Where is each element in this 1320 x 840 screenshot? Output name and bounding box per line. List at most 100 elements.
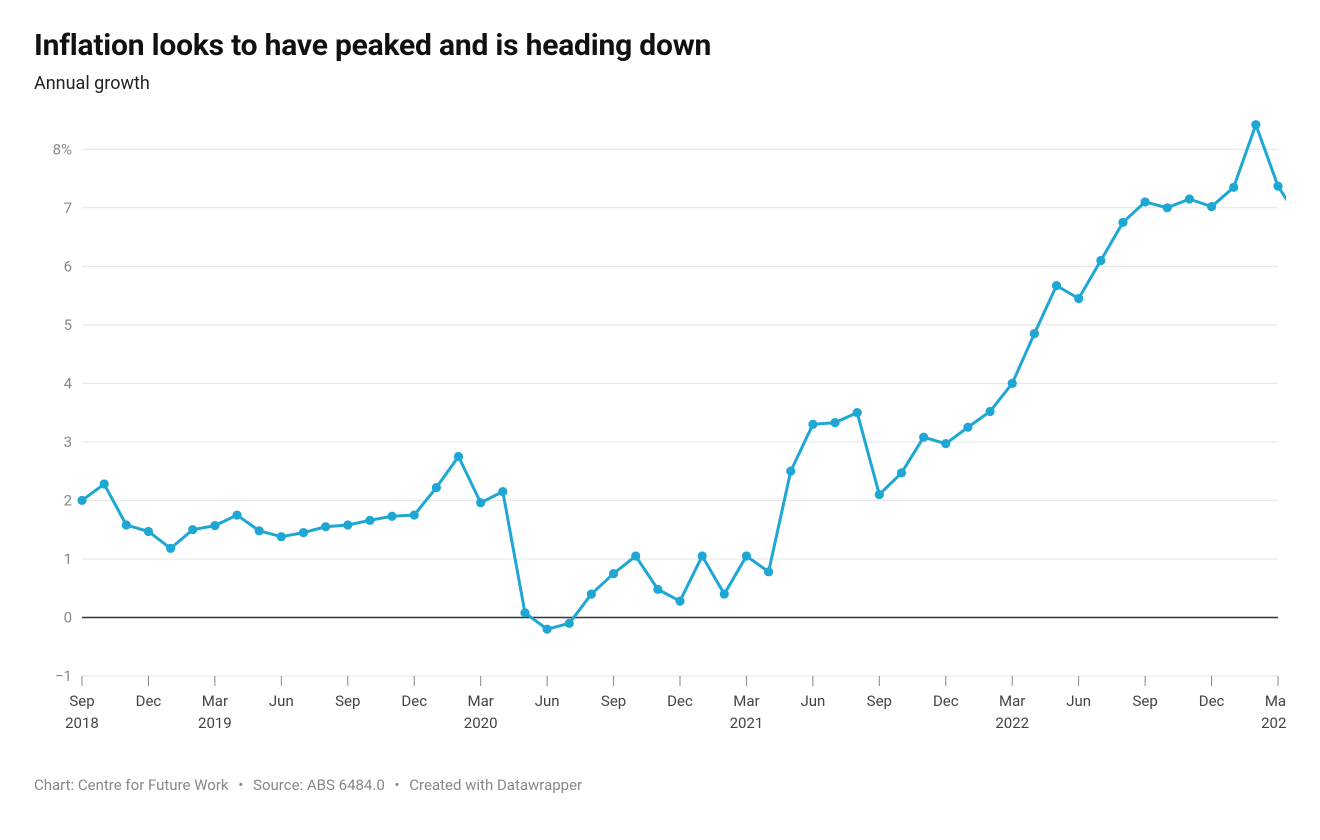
series-point xyxy=(764,567,773,576)
series-point xyxy=(100,479,109,488)
x-axis-label-month: Sep xyxy=(867,692,892,710)
series-point xyxy=(520,608,529,617)
series-point xyxy=(985,407,994,416)
series-point xyxy=(232,510,241,519)
series-point xyxy=(698,551,707,560)
series-point xyxy=(1074,294,1083,303)
series-point xyxy=(77,496,86,505)
series-point xyxy=(498,487,507,496)
chart-footer: Chart: Centre for Future Work • Source: … xyxy=(34,776,1286,794)
x-axis-label-year: 2022 xyxy=(995,714,1029,732)
x-axis-label-month: Sep xyxy=(335,692,360,710)
series-point xyxy=(1118,218,1127,227)
series-point xyxy=(875,490,884,499)
series-point xyxy=(1008,379,1017,388)
series-point xyxy=(742,551,751,560)
series-point xyxy=(365,516,374,525)
series-point xyxy=(1185,194,1194,203)
footer-attribution: Chart: Centre for Future Work xyxy=(34,776,229,794)
series-point xyxy=(1052,281,1061,290)
y-axis-label: 7 xyxy=(64,199,72,217)
series-point xyxy=(897,468,906,477)
x-axis-label-month: Dec xyxy=(933,692,959,710)
series-point xyxy=(587,589,596,598)
x-axis-label-month: Dec xyxy=(667,692,693,710)
series-point xyxy=(321,522,330,531)
series-point xyxy=(919,433,928,442)
series-point xyxy=(1273,182,1282,191)
series-point xyxy=(720,589,729,598)
y-axis-label: 3 xyxy=(64,433,72,451)
series-point xyxy=(1096,256,1105,265)
x-axis-label-month: Mar xyxy=(733,692,759,710)
series-point xyxy=(454,452,463,461)
chart-container: Inflation looks to have peaked and is he… xyxy=(0,0,1320,840)
series-point xyxy=(410,510,419,519)
series-point xyxy=(808,420,817,429)
series-point xyxy=(277,532,286,541)
x-axis-label-month: Mar xyxy=(999,692,1025,710)
series-point xyxy=(343,520,352,529)
footer-tool: Created with Datawrapper xyxy=(409,776,582,794)
y-axis-label: 4 xyxy=(64,374,73,392)
x-axis-label-month: Mar xyxy=(467,692,493,710)
chart-plot-wrap: −1 0 1 2 3 4 5 6 7 8% Sep 2018 Dec Mar 2019 Jun Sep Dec Ma… xyxy=(34,114,1286,754)
series-point xyxy=(1229,183,1238,192)
y-axis-label: 2 xyxy=(64,491,72,509)
series-point xyxy=(786,467,795,476)
x-axis-label-month: Jun xyxy=(800,692,825,710)
series-line xyxy=(82,125,1286,630)
series-point xyxy=(144,527,153,536)
chart-title: Inflation looks to have peaked and is he… xyxy=(34,28,1286,63)
series-point xyxy=(609,569,618,578)
x-axis-label-month: Jun xyxy=(535,692,560,710)
series-point xyxy=(210,521,219,530)
series-point xyxy=(299,528,308,537)
series-point xyxy=(675,596,684,605)
series-point xyxy=(853,408,862,417)
series-point xyxy=(122,520,131,529)
x-axis-label-month: Jun xyxy=(1066,692,1091,710)
x-axis-label-month: Mar xyxy=(202,692,228,710)
series-point xyxy=(255,526,264,535)
y-axis-label: 6 xyxy=(64,257,72,275)
x-axis-label-month: Sep xyxy=(1132,692,1157,710)
x-axis-label-month: Sep xyxy=(69,692,94,710)
y-axis-label: 8% xyxy=(53,140,72,158)
footer-separator: • xyxy=(238,776,243,794)
inflation-line-chart: −1 0 1 2 3 4 5 6 7 8% Sep 2018 Dec Mar 2019 Jun Sep Dec Ma… xyxy=(34,114,1286,754)
x-axis-label-year: 2023 xyxy=(1261,714,1286,732)
series-point xyxy=(543,625,552,634)
series-point xyxy=(653,585,662,594)
series-point xyxy=(1163,203,1172,212)
y-axis-label: 0 xyxy=(64,608,72,626)
series-point xyxy=(387,512,396,521)
series-point xyxy=(1141,197,1150,206)
x-axis-label-year: 2019 xyxy=(198,714,232,732)
x-axis-label-year: 2020 xyxy=(464,714,498,732)
series-point xyxy=(188,525,197,534)
chart-subtitle: Annual growth xyxy=(34,73,1286,94)
y-axis-label: −1 xyxy=(55,667,72,685)
x-axis-label-month: Dec xyxy=(401,692,427,710)
footer-separator: • xyxy=(394,776,399,794)
x-axis-label-month: Sep xyxy=(601,692,626,710)
series-point xyxy=(1030,329,1039,338)
y-axis-label: 5 xyxy=(64,316,72,334)
series-point xyxy=(941,439,950,448)
series-point xyxy=(830,418,839,427)
x-axis-label-year: 2021 xyxy=(730,714,764,732)
series-point xyxy=(1251,120,1260,129)
series-point xyxy=(963,423,972,432)
series-point xyxy=(1207,202,1216,211)
x-axis-label-month: Dec xyxy=(136,692,162,710)
series-point xyxy=(565,619,574,628)
series-point xyxy=(166,544,175,553)
series-point xyxy=(432,483,441,492)
x-axis-label-year: 2018 xyxy=(65,714,99,732)
y-axis-label: 1 xyxy=(64,550,72,568)
footer-source: Source: ABS 6484.0 xyxy=(253,776,385,794)
series-point xyxy=(631,551,640,560)
x-axis-label-month: Dec xyxy=(1199,692,1225,710)
series-point xyxy=(476,498,485,507)
